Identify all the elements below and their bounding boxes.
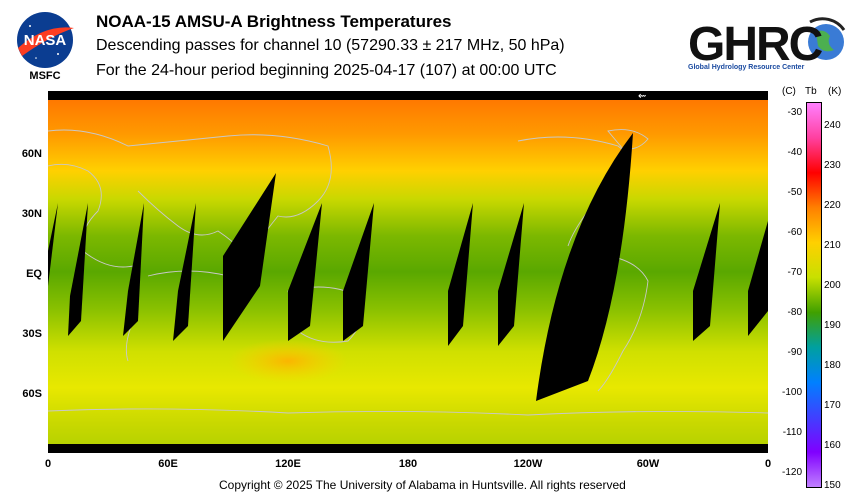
missing-swaths <box>48 133 768 401</box>
temperature-field <box>48 91 768 453</box>
colorbar-header-kelvin: (K) <box>828 86 842 97</box>
ghrc-globe-icon: GHRC <box>688 17 846 71</box>
colorbar-celsius-tick: -60 <box>787 227 802 238</box>
brightness-temperature-map: ⇜ <box>47 91 769 453</box>
lon-label-60e: 60E <box>158 458 178 470</box>
north-polar-gap <box>48 91 768 100</box>
colorbar-celsius-tick: -110 <box>782 427 802 438</box>
lon-label-0-left: 0 <box>44 458 52 470</box>
msfc-label: MSFC <box>29 70 61 82</box>
lon-label-120w: 120W <box>513 458 543 470</box>
antarctica-outline <box>47 408 769 416</box>
colorbar-kelvin-tick: 150 <box>824 480 841 491</box>
copyright-notice: Copyright © 2025 The University of Alaba… <box>219 478 626 492</box>
lat-label-60s: 60S <box>22 388 42 400</box>
colorbar <box>806 102 822 488</box>
colorbar-kelvin-tick: 200 <box>824 280 841 291</box>
arrow-marker-icon: ⇜ <box>638 91 646 102</box>
map-subtitle: Descending passes for channel 10 (57290.… <box>96 37 565 54</box>
colorbar-header-tb: Tb <box>805 86 817 97</box>
lat-label-eq: EQ <box>26 268 42 280</box>
map-title: NOAA-15 AMSU-A Brightness Temperatures <box>96 12 452 31</box>
nasa-meatball-icon: NASA <box>17 12 74 68</box>
colorbar-celsius-tick: -30 <box>787 107 802 118</box>
nasa-logo-text: NASA <box>24 32 67 49</box>
ghrc-logo-text: GHRC <box>688 18 823 71</box>
lon-label-0-right: 0 <box>764 458 772 470</box>
lon-label-180: 180 <box>398 458 418 470</box>
map-canvas: ⇜ <box>47 91 769 453</box>
nasa-logo: NASA MSFC <box>12 10 78 84</box>
map-period: For the 24-hour period beginning 2025-04… <box>96 62 557 79</box>
south-polar-gap <box>48 444 768 453</box>
lat-label-60n: 60N <box>21 148 42 160</box>
colorbar-kelvin-tick: 220 <box>824 200 841 211</box>
large-data-gap <box>536 133 633 401</box>
colorbar-celsius-tick: -100 <box>781 387 802 398</box>
colorbar-celsius-tick: -80 <box>787 307 802 318</box>
colorbar-kelvin-tick: 160 <box>824 440 841 451</box>
colorbar-celsius-tick: -120 <box>781 467 802 478</box>
lon-label-120e: 120E <box>275 458 301 470</box>
colorbar-kelvin-tick: 240 <box>824 120 841 131</box>
colorbar-celsius-tick: -70 <box>787 267 802 278</box>
colorbar-kelvin-tick: 170 <box>824 400 841 411</box>
colorbar-celsius-tick: -40 <box>787 147 802 158</box>
colorbar-kelvin-tick: 230 <box>824 160 841 171</box>
colorbar-kelvin-tick: 190 <box>824 320 841 331</box>
lon-label-60w: 60W <box>636 458 660 470</box>
colorbar-kelvin-tick: 210 <box>824 240 841 251</box>
lat-label-30n: 30N <box>21 208 42 220</box>
south-america-outline <box>597 255 649 392</box>
colorbar-celsius-tick: -90 <box>787 347 802 358</box>
lat-label-30s: 30S <box>22 328 42 340</box>
ghrc-logo: GHRC Global Hydrology Resource Center <box>688 10 848 76</box>
colorbar-celsius-tick: -50 <box>787 187 802 198</box>
eurasia-outline <box>47 129 332 257</box>
ghrc-caption: Global Hydrology Resource Center <box>688 64 805 71</box>
colorbar-header-celsius: (C) <box>782 86 796 97</box>
warm-anomaly <box>228 339 348 383</box>
colorbar-kelvin-tick: 180 <box>824 360 841 371</box>
